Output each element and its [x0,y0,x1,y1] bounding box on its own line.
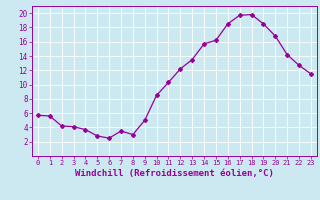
X-axis label: Windchill (Refroidissement éolien,°C): Windchill (Refroidissement éolien,°C) [75,169,274,178]
